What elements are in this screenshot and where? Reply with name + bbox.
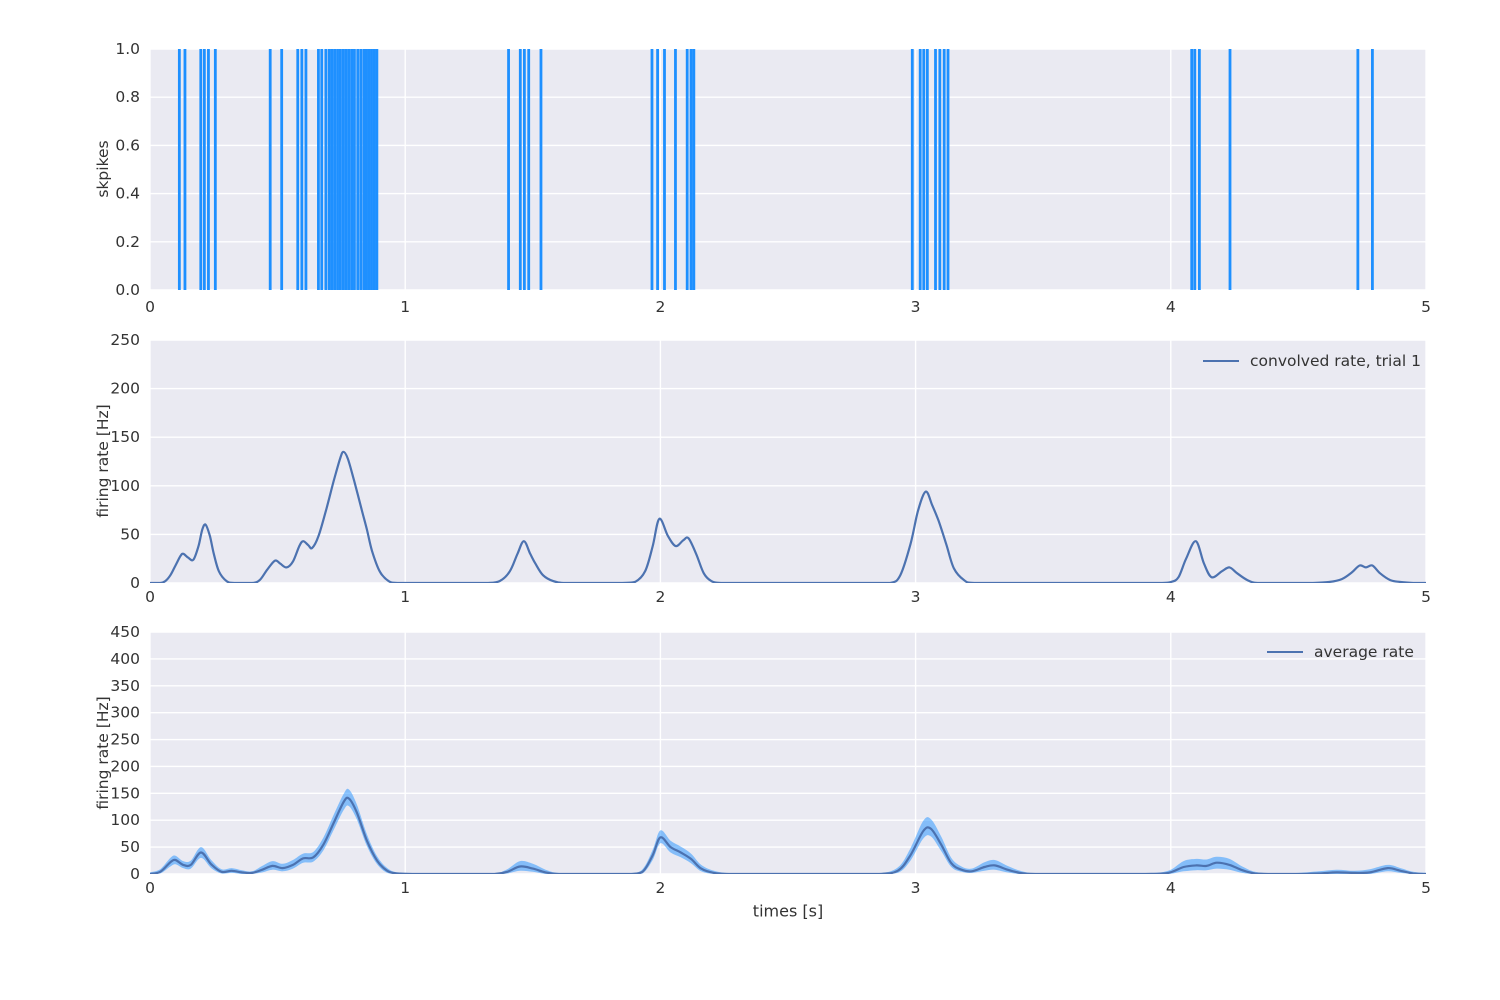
y-tick-label: 0 (130, 865, 140, 883)
legend-average-rate: average rate (1267, 643, 1414, 661)
y-tick-label: 0 (130, 574, 140, 592)
y-axis-label-spikes: skpikes (94, 140, 112, 198)
x-tick-label: 3 (911, 588, 921, 606)
y-tick-label: 200 (110, 757, 140, 775)
x-tick-label: 1 (400, 588, 410, 606)
confidence-band (150, 788, 1426, 874)
x-tick-label: 5 (1421, 879, 1431, 897)
axes-background (150, 632, 1426, 874)
y-tick-label: 0.2 (115, 233, 140, 251)
y-tick-label: 50 (120, 838, 140, 856)
y-tick-label: 100 (110, 811, 140, 829)
y-tick-label: 0.8 (115, 88, 140, 106)
mean-rate-curve (150, 796, 1426, 874)
axes-background (150, 340, 1426, 583)
x-tick-label: 0 (145, 879, 155, 897)
x-tick-label: 0 (145, 588, 155, 606)
legend-line-icon (1203, 360, 1239, 362)
x-tick-label: 5 (1421, 588, 1431, 606)
y-tick-label: 250 (110, 331, 140, 349)
y-tick-label: 350 (110, 677, 140, 695)
spike-raster-plot: 0 1 2 3 4 5 0.0 0.2 0.4 0.6 0.8 1.0 (115, 40, 1431, 316)
y-tick-label: 50 (120, 525, 140, 543)
y-tick-label: 1.0 (115, 40, 140, 58)
y-tick-label: 200 (110, 380, 140, 398)
x-tick-label: 4 (1166, 298, 1176, 316)
y-tick-label: 450 (110, 623, 140, 641)
y-tick-label: 150 (110, 428, 140, 446)
y-tick-label: 300 (110, 704, 140, 722)
x-tick-label: 1 (400, 298, 410, 316)
y-tick-label: 150 (110, 784, 140, 802)
x-tick-label: 2 (655, 298, 665, 316)
y-tick-label: 250 (110, 731, 140, 749)
x-tick-label: 2 (655, 588, 665, 606)
x-tick-label: 3 (911, 879, 921, 897)
x-tick-label: 2 (655, 879, 665, 897)
x-tick-label: 4 (1166, 879, 1176, 897)
legend-label-average-rate: average rate (1314, 643, 1414, 661)
plot-content (177, 49, 1374, 290)
y-tick-label: 100 (110, 477, 140, 495)
y-axis-label-firing-rate-bottom: firing rate [Hz] (94, 696, 112, 810)
y-tick-label: 0.6 (115, 136, 140, 154)
x-axis-label-times: times [s] (752, 901, 824, 921)
x-tick-label: 5 (1421, 298, 1431, 316)
x-tick-label: 3 (911, 298, 921, 316)
legend-convolved-rate: convolved rate, trial 1 (1203, 352, 1421, 370)
legend-label-convolved-rate: convolved rate, trial 1 (1250, 352, 1421, 370)
plot-content (150, 788, 1426, 874)
y-tick-label: 0.4 (115, 185, 140, 203)
x-tick-label: 4 (1166, 588, 1176, 606)
plot-content (150, 450, 1426, 583)
y-tick-label: 400 (110, 650, 140, 668)
legend-line-icon (1267, 651, 1303, 653)
y-axis-label-firing-rate-middle: firing rate [Hz] (94, 404, 112, 518)
rate-curve (150, 450, 1426, 583)
x-tick-label: 0 (145, 298, 155, 316)
y-tick-label: 0.0 (115, 281, 140, 299)
x-tick-label: 1 (400, 879, 410, 897)
